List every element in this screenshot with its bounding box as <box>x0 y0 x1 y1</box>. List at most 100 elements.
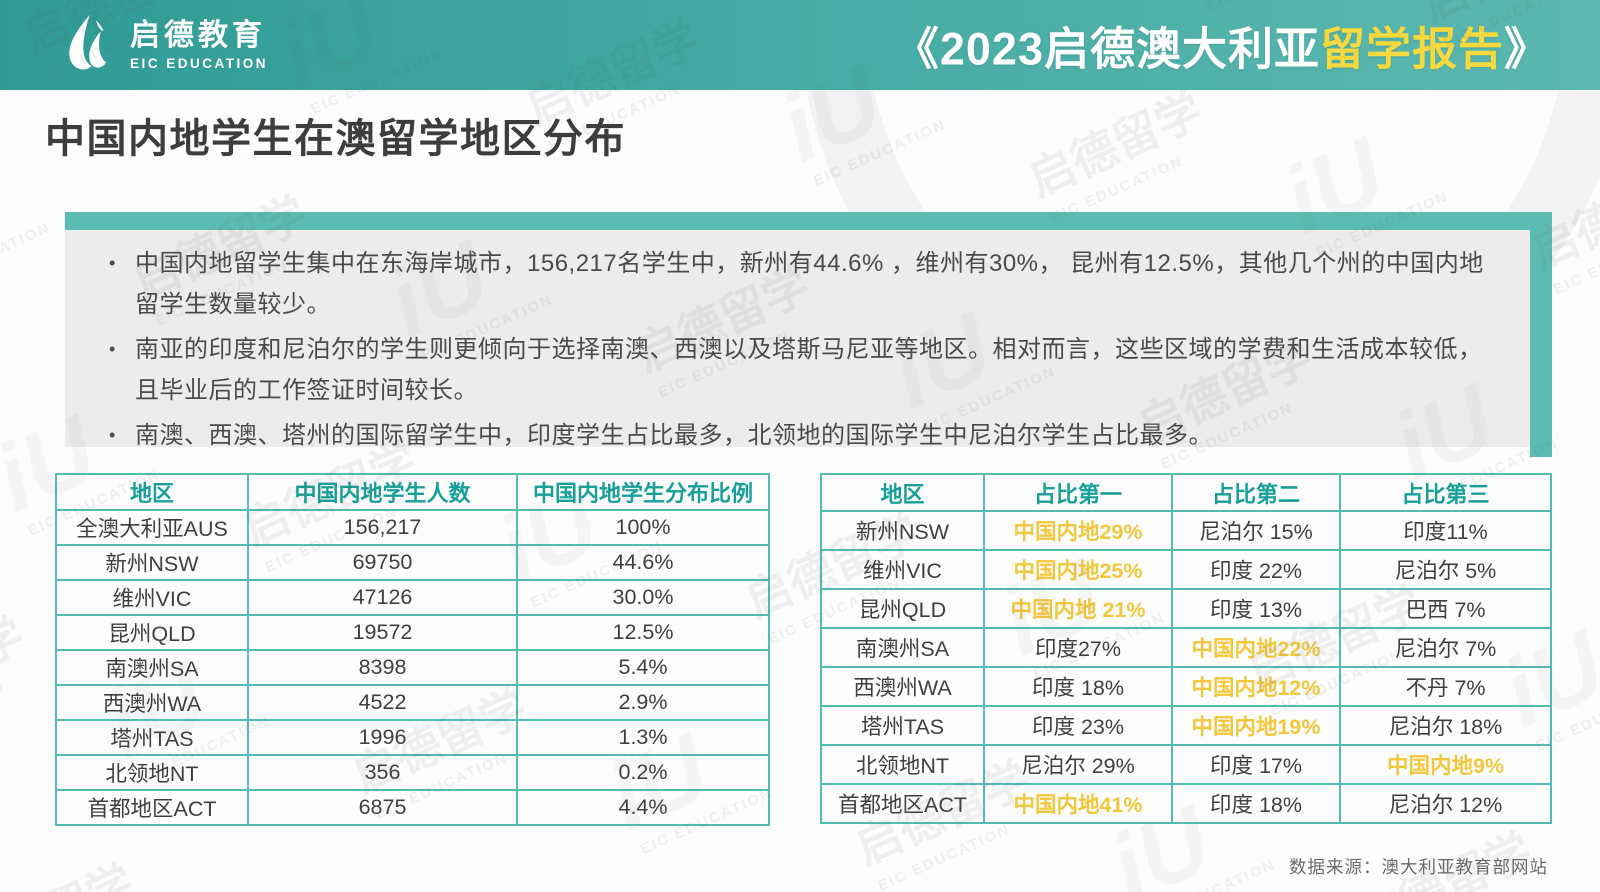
summary-bullet: 中国内地留学生集中在东海岸城市，156,217名学生中，新州有44.6% ，维州… <box>107 243 1490 325</box>
count-cell: 1996 <box>247 719 518 756</box>
region-cell: 西澳州WA <box>55 684 249 721</box>
report-title-prefix: 《2023启德澳大利亚 <box>893 23 1320 75</box>
share-cell: 0.2% <box>516 754 770 791</box>
share-cell: 1.3% <box>516 719 770 756</box>
rank3-cell: 巴西 7% <box>1339 588 1552 629</box>
rank3-cell: 尼泊尔 12% <box>1339 783 1552 824</box>
table-header-row: 地区 中国内地学生人数 中国内地学生分布比例 <box>55 473 770 511</box>
share-cell: 100% <box>516 509 770 546</box>
summary-box-right-bar <box>1530 230 1552 457</box>
rank1-cell: 中国内地25% <box>983 549 1173 590</box>
report-title-suffix: 》 <box>1503 23 1550 75</box>
page-title: 中国内地学生在澳留学地区分布 <box>45 117 626 161</box>
report-title-highlight: 留学报告 <box>1319 23 1504 75</box>
brand-name-cn: 启德教育 <box>130 19 266 52</box>
table-row: 维州VIC 中国内地25% 印度 22% 尼泊尔 5% <box>820 549 1552 590</box>
rank2-cell: 中国内地12% <box>1171 666 1341 707</box>
summary-bullet-list: 中国内地留学生集中在东海岸城市，156,217名学生中，新州有44.6% ，维州… <box>65 230 1530 456</box>
region-cell: 维州VIC <box>820 549 985 590</box>
table-row: 西澳州WA 印度 18% 中国内地12% 不丹 7% <box>820 666 1552 707</box>
rank3-cell: 不丹 7% <box>1339 666 1552 707</box>
count-cell: 19572 <box>247 614 518 651</box>
region-cell: 昆州QLD <box>820 588 985 629</box>
region-cell: 南澳州SA <box>820 627 985 668</box>
col-header-rank3: 占比第三 <box>1339 473 1552 512</box>
rank2-cell: 印度 17% <box>1171 744 1341 785</box>
table-row: 昆州QLD 19572 12.5% <box>55 614 770 651</box>
count-cell: 69750 <box>247 544 518 581</box>
rank1-cell: 印度 23% <box>983 705 1173 746</box>
brand-name-en: EIC EDUCATION <box>130 56 269 71</box>
table-row: 首都地区ACT 6875 4.4% <box>55 789 770 826</box>
rank2-cell: 尼泊尔 15% <box>1171 510 1341 551</box>
region-cell: 南澳州SA <box>55 649 249 686</box>
region-cell: 新州NSW <box>820 510 985 551</box>
rank2-cell: 中国内地22% <box>1171 627 1341 668</box>
table-row: 昆州QLD 中国内地 21% 印度 13% 巴西 7% <box>820 588 1552 629</box>
table-row: 塔州TAS 1996 1.3% <box>55 719 770 756</box>
table-row: 南澳州SA 8398 5.4% <box>55 649 770 686</box>
region-cell: 新州NSW <box>55 544 249 581</box>
rank2-cell: 印度 13% <box>1171 588 1341 629</box>
table-row: 首都地区ACT 中国内地41% 印度 18% 尼泊尔 12% <box>820 783 1552 824</box>
students-by-region-table: 地区 中国内地学生人数 中国内地学生分布比例 全澳大利亚AUS 156,217 … <box>55 473 770 826</box>
rank2-cell: 印度 22% <box>1171 549 1341 590</box>
rank2-cell: 印度 18% <box>1171 783 1341 824</box>
eic-logo-icon <box>69 14 107 70</box>
rank3-cell: 尼泊尔 7% <box>1339 627 1552 668</box>
region-cell: 塔州TAS <box>55 719 249 756</box>
col-header-region: 地区 <box>820 473 985 512</box>
data-source-note: 数据来源：澳大利亚教育部网站 <box>1289 857 1548 877</box>
table-row: 西澳州WA 4522 2.9% <box>55 684 770 721</box>
region-cell: 首都地区ACT <box>55 789 249 826</box>
rank1-cell: 中国内地41% <box>983 783 1173 824</box>
count-cell: 6875 <box>247 789 518 826</box>
share-cell: 30.0% <box>516 579 770 616</box>
rank1-cell: 尼泊尔 29% <box>983 744 1173 785</box>
region-cell: 维州VIC <box>55 579 249 616</box>
table-row: 南澳州SA 印度27% 中国内地22% 尼泊尔 7% <box>820 627 1552 668</box>
table-row: 北领地NT 尼泊尔 29% 印度 17% 中国内地9% <box>820 744 1552 785</box>
rank1-cell: 印度 18% <box>983 666 1173 707</box>
col-header-region: 地区 <box>55 473 249 511</box>
region-cell: 首都地区ACT <box>820 783 985 824</box>
eic-logo: 启德教育 EIC EDUCATION <box>58 13 268 77</box>
rank1-cell: 中国内地 21% <box>983 588 1173 629</box>
table-row: 维州VIC 47126 30.0% <box>55 579 770 616</box>
count-cell: 47126 <box>247 579 518 616</box>
share-cell: 44.6% <box>516 544 770 581</box>
col-header-rank1: 占比第一 <box>983 473 1173 512</box>
region-cell: 北领地NT <box>55 754 249 791</box>
count-cell: 356 <box>247 754 518 791</box>
table-row: 塔州TAS 印度 23% 中国内地19% 尼泊尔 18% <box>820 705 1552 746</box>
header-band: 启德教育 EIC EDUCATION 《2023启德澳大利亚留学报告》 <box>0 0 1600 90</box>
report-title: 《2023启德澳大利亚留学报告》 <box>894 13 1550 78</box>
share-cell: 5.4% <box>516 649 770 686</box>
rank2-cell: 中国内地19% <box>1171 705 1341 746</box>
region-cell: 全澳大利亚AUS <box>55 509 249 546</box>
region-cell: 西澳州WA <box>820 666 985 707</box>
top-nationalities-table: 地区 占比第一 占比第二 占比第三 新州NSW 中国内地29% 尼泊尔 15% … <box>820 473 1552 824</box>
summary-bullet: 南澳、西澳、塔州的国际留学生中，印度学生占比最多，北领地的国际学生中尼泊尔学生占… <box>107 415 1490 456</box>
table-row: 新州NSW 中国内地29% 尼泊尔 15% 印度11% <box>820 510 1552 551</box>
col-header-share: 中国内地学生分布比例 <box>516 473 770 511</box>
count-cell: 156,217 <box>247 509 518 546</box>
summary-bullet: 南亚的印度和尼泊尔的学生则更倾向于选择南澳、西澳以及塔斯马尼亚等地区。相对而言，… <box>107 329 1490 411</box>
col-header-count: 中国内地学生人数 <box>247 473 518 511</box>
rank3-cell: 印度11% <box>1339 510 1552 551</box>
summary-box: 中国内地留学生集中在东海岸城市，156,217名学生中，新州有44.6% ，维州… <box>65 230 1530 456</box>
region-cell: 塔州TAS <box>820 705 985 746</box>
region-cell: 昆州QLD <box>55 614 249 651</box>
table-header-row: 地区 占比第一 占比第二 占比第三 <box>820 473 1552 512</box>
rank1-cell: 印度27% <box>983 627 1173 668</box>
table-row: 北领地NT 356 0.2% <box>55 754 770 791</box>
rank3-cell: 尼泊尔 5% <box>1339 549 1552 590</box>
count-cell: 4522 <box>247 684 518 721</box>
share-cell: 4.4% <box>516 789 770 826</box>
rank1-cell: 中国内地29% <box>983 510 1173 551</box>
count-cell: 8398 <box>247 649 518 686</box>
table-row: 全澳大利亚AUS 156,217 100% <box>55 509 770 546</box>
col-header-rank2: 占比第二 <box>1171 473 1341 512</box>
table-row: 新州NSW 69750 44.6% <box>55 544 770 581</box>
share-cell: 2.9% <box>516 684 770 721</box>
